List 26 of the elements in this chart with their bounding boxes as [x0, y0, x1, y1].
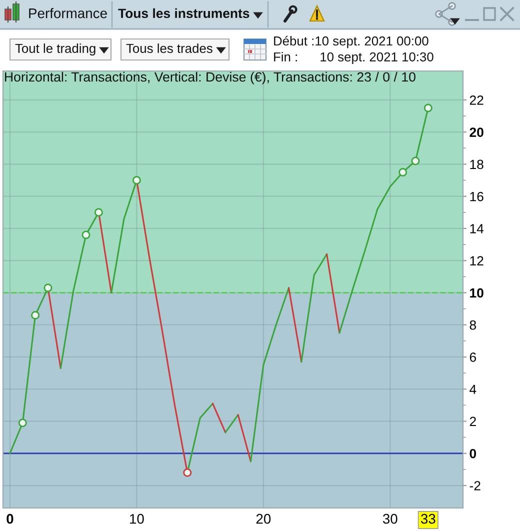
y-tick-label: 14: [470, 224, 484, 234]
y-tick-label: 10: [470, 288, 484, 298]
y-tick-label: 16: [470, 192, 484, 202]
y-tick-label: 0: [470, 448, 476, 458]
x-tick-label: 0: [6, 514, 14, 524]
y-tick-label: 20: [470, 128, 484, 137]
y-tick-label: 2: [470, 416, 476, 426]
chart-title: Performance: [29, 8, 107, 18]
y-tick-label: 4: [470, 384, 476, 394]
text: Tous les trades: [126, 43, 212, 53]
text: Tout le trading: [15, 43, 96, 56]
y-tick-label: 22: [470, 95, 484, 105]
chart-subtitle: Horizontal: Transactions, Vertical: Devise (€), Transactions: 23 / 0 / 10: [5, 72, 416, 84]
x-tick-label: 10: [130, 514, 144, 524]
text: Début :10 sept. 2021 00:00: [274, 36, 428, 48]
y-tick-label: 18: [470, 160, 484, 170]
y-tick-label: 6: [470, 352, 476, 362]
y-tick-label: 12: [470, 256, 484, 266]
x-tick-label: 33: [420, 514, 436, 524]
text: Tous les instruments: [118, 8, 250, 18]
y-tick-label: -2: [470, 481, 480, 490]
x-tick-label: 30: [382, 514, 398, 524]
text: Fin : 10 sept. 2021 10:30: [274, 52, 434, 64]
y-tick-label: 8: [470, 320, 476, 330]
line-series: [250, 287, 290, 462]
x-tick-label: 20: [256, 514, 271, 524]
